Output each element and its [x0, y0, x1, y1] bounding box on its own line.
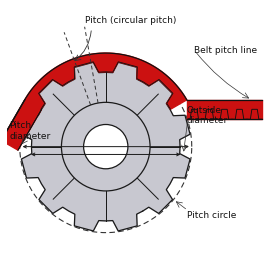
Polygon shape — [187, 100, 262, 119]
Polygon shape — [25, 53, 187, 109]
Circle shape — [84, 124, 128, 169]
Text: Belt pitch line: Belt pitch line — [194, 46, 257, 55]
Polygon shape — [247, 109, 262, 119]
Text: Pitch circle: Pitch circle — [186, 211, 236, 220]
Polygon shape — [217, 109, 232, 119]
Polygon shape — [232, 109, 247, 119]
Polygon shape — [1, 100, 42, 150]
Text: Pitch
diameter: Pitch diameter — [9, 121, 51, 141]
Polygon shape — [187, 109, 202, 119]
Polygon shape — [202, 109, 217, 119]
Polygon shape — [21, 62, 190, 231]
Circle shape — [61, 102, 150, 191]
Text: Pitch (circular pitch): Pitch (circular pitch) — [85, 17, 176, 25]
Text: Outside
diameter: Outside diameter — [186, 106, 228, 125]
